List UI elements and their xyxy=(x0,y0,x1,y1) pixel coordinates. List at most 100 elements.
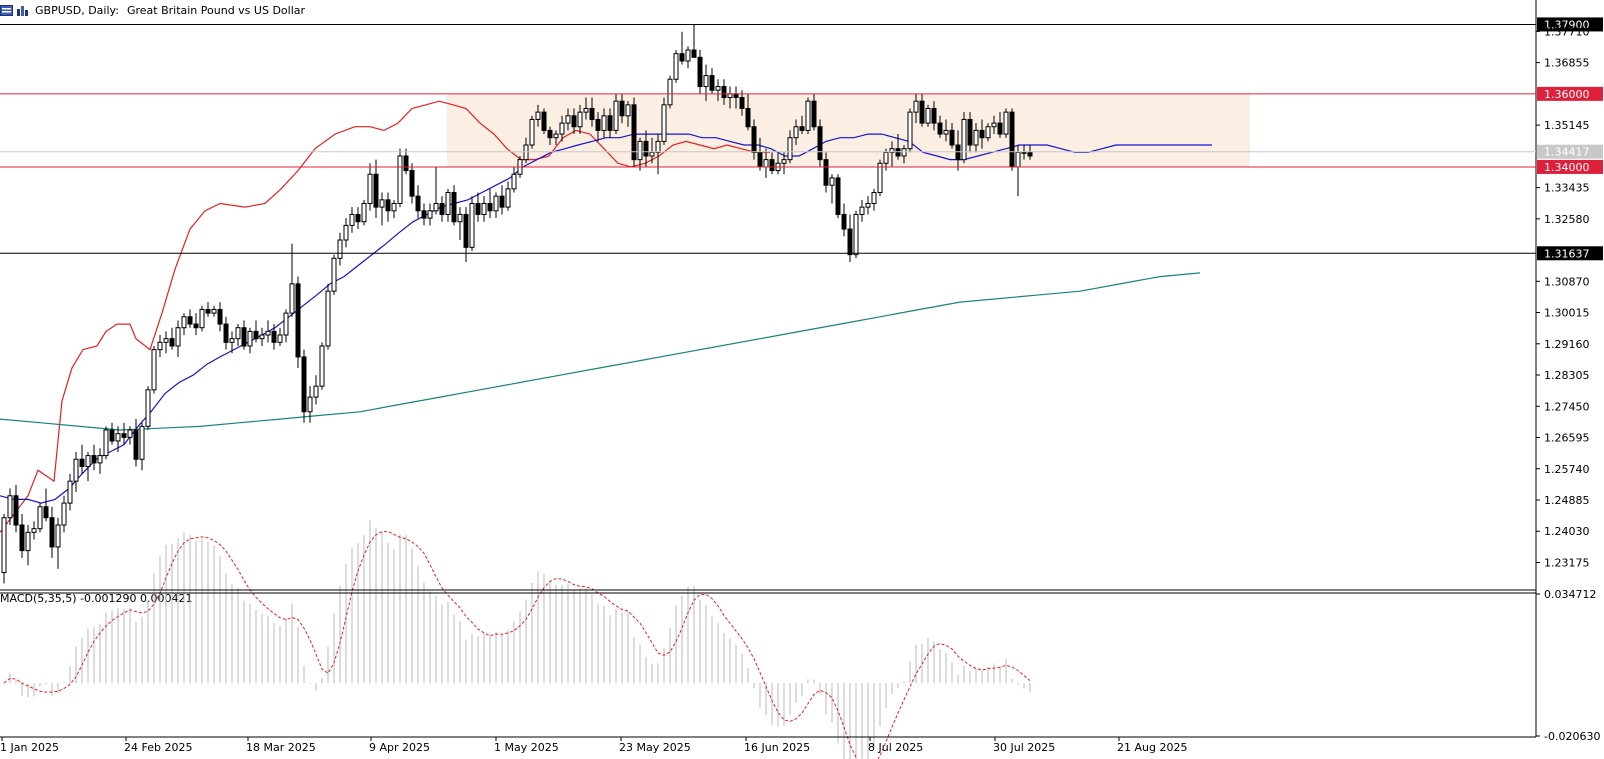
candle-body xyxy=(877,162,883,194)
candle xyxy=(151,345,157,394)
candle-body xyxy=(313,385,319,398)
candle-body xyxy=(979,129,985,139)
candle-body xyxy=(565,115,571,124)
candle-body xyxy=(73,458,79,482)
candle-body xyxy=(163,338,169,343)
candle xyxy=(325,283,331,350)
candle-body xyxy=(991,122,997,128)
candle xyxy=(1009,108,1015,171)
candle-body xyxy=(841,213,847,230)
price-tick-label: 1.24030 xyxy=(1544,525,1590,538)
candle xyxy=(379,192,385,226)
candle xyxy=(937,115,943,138)
candle xyxy=(1,514,7,584)
candle xyxy=(223,316,229,350)
chart-symbol: GBPUSD, Daily: xyxy=(35,3,119,17)
price-tick-label: 1.34417 xyxy=(1544,146,1590,159)
candle xyxy=(895,134,901,160)
candle-body xyxy=(319,345,325,387)
candle-body xyxy=(709,75,715,91)
candle-body xyxy=(997,122,1003,135)
candle xyxy=(1015,145,1021,197)
candle xyxy=(625,101,631,127)
candle-body xyxy=(271,330,277,343)
candle-body xyxy=(901,148,907,157)
candle xyxy=(439,196,445,222)
candle-body xyxy=(733,93,739,99)
candle-body xyxy=(967,118,973,146)
price-tick-label: 1.32580 xyxy=(1544,213,1590,226)
macd-signal-line xyxy=(3,531,1031,759)
candle xyxy=(31,521,37,540)
candle xyxy=(283,309,289,343)
candle-body xyxy=(823,159,829,186)
price-tick-label: 1.24885 xyxy=(1544,494,1590,507)
candle xyxy=(559,115,565,142)
candle-body xyxy=(973,129,979,146)
candle-body xyxy=(487,202,493,212)
candle-body xyxy=(85,455,91,468)
candle xyxy=(787,130,793,164)
candle-body xyxy=(283,312,289,336)
candle-body xyxy=(625,104,631,117)
candle-body xyxy=(337,239,343,259)
price-tick-label: 1.36855 xyxy=(1544,57,1590,70)
candle xyxy=(331,254,337,295)
candle-body xyxy=(631,104,637,161)
candle xyxy=(1021,145,1027,160)
candle-body xyxy=(895,148,901,157)
price-label-bg xyxy=(1537,159,1603,174)
candle-body xyxy=(37,506,43,530)
candle xyxy=(433,166,439,215)
candle xyxy=(343,218,349,248)
price-label-bg xyxy=(1537,246,1603,261)
candle xyxy=(73,451,79,493)
candle xyxy=(1003,108,1009,138)
candle-body xyxy=(643,140,649,157)
candle-body xyxy=(181,316,187,329)
candle xyxy=(481,196,487,222)
time-tick-label: 8 Jul 2025 xyxy=(868,741,923,754)
price-tick-label: 1.37710 xyxy=(1544,25,1590,38)
candle-body xyxy=(97,455,103,464)
candle xyxy=(193,313,199,336)
candle xyxy=(907,108,913,153)
candle-body xyxy=(829,177,835,186)
candle-body xyxy=(535,111,541,120)
candle xyxy=(919,93,925,127)
candle xyxy=(889,141,895,167)
candle xyxy=(565,108,571,131)
candle xyxy=(871,188,877,211)
candle-body xyxy=(193,323,199,329)
candle-body xyxy=(847,228,853,256)
price-label-bg xyxy=(1537,86,1603,101)
candle-body xyxy=(607,115,613,131)
candle-body xyxy=(355,213,361,223)
candle xyxy=(529,115,535,149)
candle xyxy=(133,419,139,467)
chart-header: GBPUSD, Daily: Great Britain Pound vs US… xyxy=(0,2,305,18)
price-tick-label: 1.31637 xyxy=(1544,247,1590,260)
candle xyxy=(835,174,841,219)
candle xyxy=(37,503,43,533)
candle-body xyxy=(217,308,223,325)
candle xyxy=(169,327,175,350)
candle-body xyxy=(793,126,799,139)
candle xyxy=(121,422,127,445)
chart-description: Great Britain Pound vs US Dollar xyxy=(126,3,306,17)
candle xyxy=(355,207,361,230)
candle xyxy=(925,104,931,127)
candle-body xyxy=(349,213,355,226)
candle-body xyxy=(133,429,139,460)
candle xyxy=(307,386,313,423)
candle xyxy=(655,134,661,175)
candle xyxy=(805,97,811,135)
candle-body xyxy=(913,100,919,113)
candle xyxy=(403,148,409,175)
candle xyxy=(277,327,283,346)
candle xyxy=(25,525,31,566)
candle-body xyxy=(457,213,463,223)
candle-body xyxy=(601,115,607,131)
candle-body xyxy=(67,480,73,504)
